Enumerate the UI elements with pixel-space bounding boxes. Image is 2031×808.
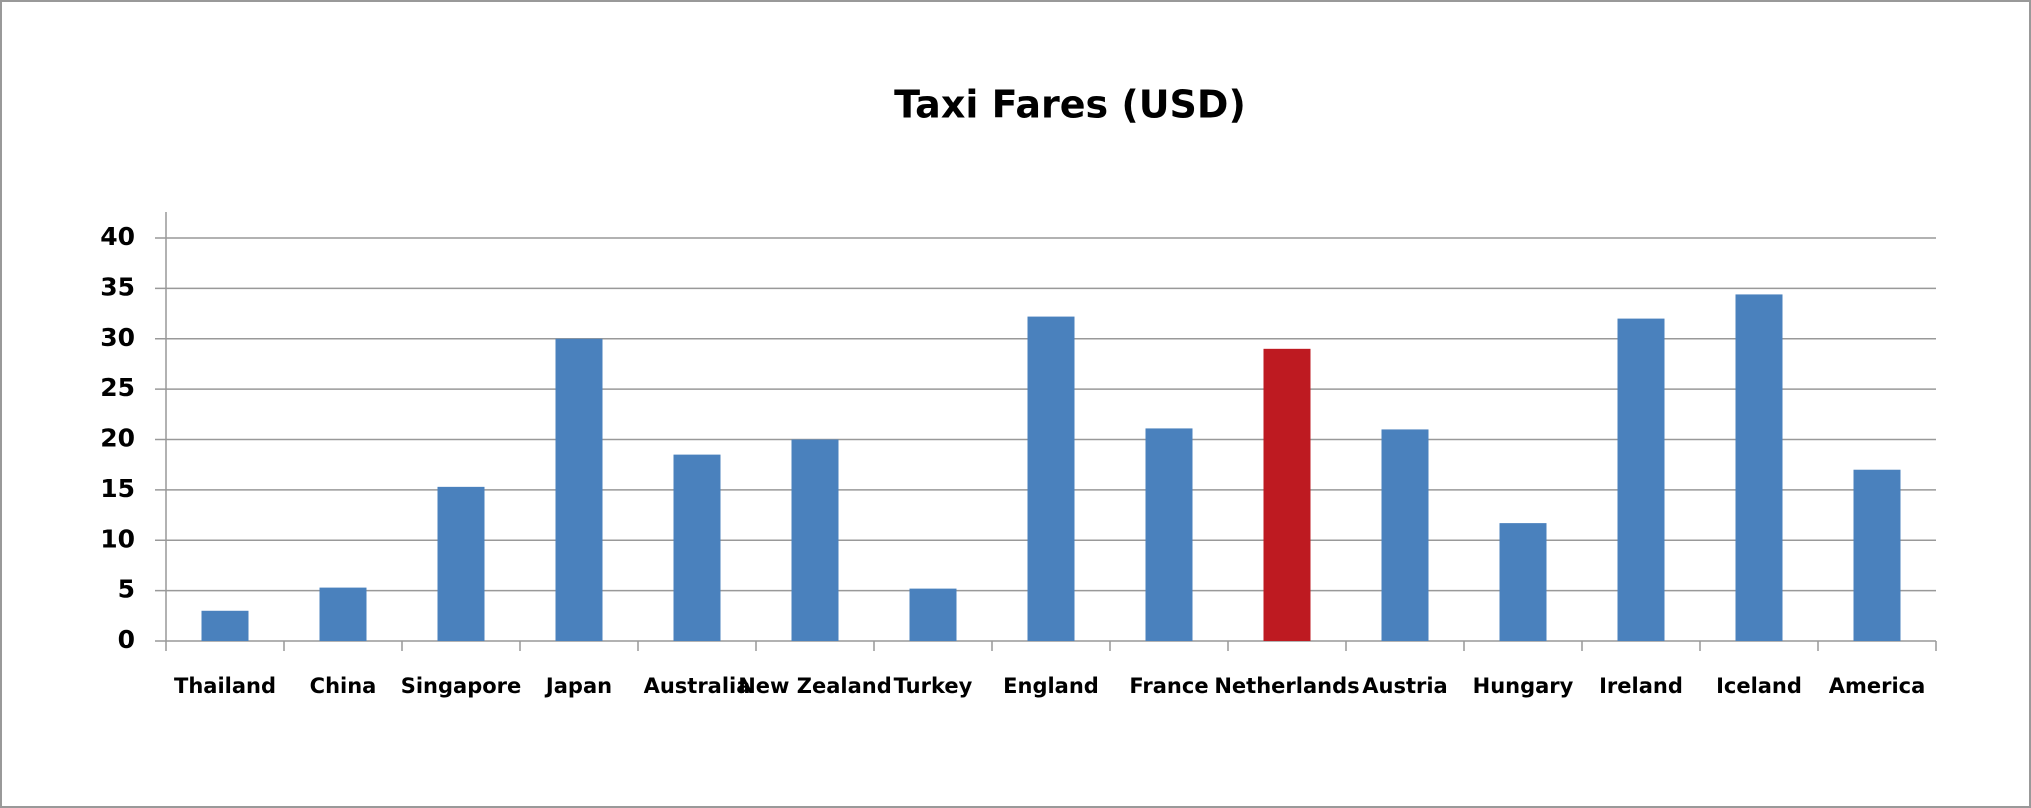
bar: [1853, 469, 1901, 641]
bar: [1617, 318, 1665, 641]
bar: [437, 486, 485, 641]
bar: [909, 588, 957, 641]
y-tick-label: 25: [100, 373, 135, 402]
bar: [1381, 429, 1429, 641]
bar: [673, 454, 721, 641]
x-tick-label: New Zealand: [738, 674, 892, 698]
y-tick-label: 0: [118, 625, 135, 654]
bar: [1263, 348, 1311, 641]
bar: [319, 587, 367, 641]
y-tick-label: 5: [118, 575, 135, 604]
x-tick-label: America: [1829, 674, 1926, 698]
x-tick-label: Turkey: [894, 674, 973, 698]
x-tick-label: Hungary: [1473, 674, 1574, 698]
bar: [555, 338, 603, 641]
bar: [1145, 428, 1193, 641]
x-tick-label: Iceland: [1716, 674, 1802, 698]
y-tick-label: 40: [100, 222, 135, 251]
chart-title: Taxi Fares (USD): [894, 83, 1246, 127]
x-tick-label: Ireland: [1599, 674, 1683, 698]
bar: [791, 439, 839, 641]
x-tick-label: Netherlands: [1214, 674, 1359, 698]
bar: [1499, 523, 1547, 641]
y-tick-label: 30: [100, 323, 135, 352]
x-tick-label: Singapore: [401, 674, 522, 698]
bar: [201, 610, 249, 641]
bar: [1027, 316, 1075, 641]
x-tick-label: China: [310, 674, 377, 698]
y-tick-label: 20: [100, 424, 135, 453]
y-tick-label: 35: [100, 272, 135, 301]
x-tick-label: Thailand: [174, 674, 276, 698]
y-tick-label: 10: [100, 524, 135, 553]
y-tick-label: 15: [100, 474, 135, 503]
x-tick-label: England: [1003, 674, 1099, 698]
x-tick-label: France: [1129, 674, 1208, 698]
bar: [1735, 294, 1783, 641]
x-tick-label: Japan: [544, 674, 612, 698]
x-tick-label: Austria: [1362, 674, 1447, 698]
x-tick-label: Australia: [644, 674, 751, 698]
